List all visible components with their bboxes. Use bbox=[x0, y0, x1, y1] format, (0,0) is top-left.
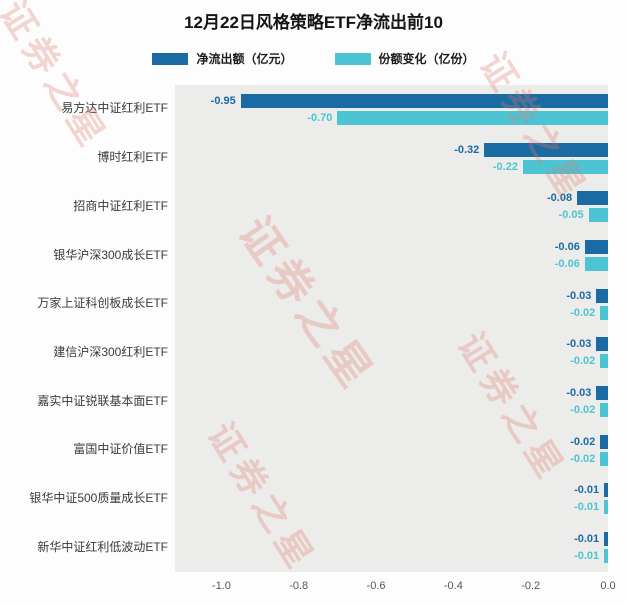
bar-line: -0.22 bbox=[175, 159, 608, 174]
bar-line: -0.01 bbox=[175, 500, 608, 515]
category-label: 银华沪深300成长ETF bbox=[53, 247, 168, 262]
bar-group: -0.02 -0.02 bbox=[175, 426, 608, 475]
bar-group: -0.03 -0.02 bbox=[175, 377, 608, 426]
bar-line: -0.32 bbox=[175, 142, 608, 157]
bar-line: -0.02 bbox=[175, 451, 608, 466]
bar-value-label: -0.06 bbox=[554, 257, 580, 270]
bar-value-label: -0.01 bbox=[574, 550, 600, 563]
bar-netflow bbox=[600, 434, 608, 449]
bar-line: -0.05 bbox=[175, 208, 608, 223]
bar-netflow bbox=[596, 386, 608, 401]
bar-netflow bbox=[584, 239, 608, 254]
bar-value-label: -0.05 bbox=[558, 209, 584, 222]
bar-line: -0.02 bbox=[175, 403, 608, 418]
bar-share-change bbox=[600, 403, 608, 418]
bar-value-label: -0.22 bbox=[492, 160, 518, 173]
bar-line: -0.08 bbox=[175, 191, 608, 206]
bar-share-change bbox=[584, 256, 608, 271]
bar-line: -0.06 bbox=[175, 239, 608, 254]
bar-line: -0.01 bbox=[175, 549, 608, 564]
bar-share-change bbox=[588, 208, 608, 223]
bar-group: -0.03 -0.02 bbox=[175, 329, 608, 378]
bar-line: -0.70 bbox=[175, 110, 608, 125]
bar-value-label: -0.01 bbox=[574, 501, 600, 514]
bar-share-change bbox=[604, 500, 608, 515]
bar-group: -0.01 -0.01 bbox=[175, 475, 608, 524]
category-label: 嘉实中证锐联基本面ETF bbox=[37, 393, 168, 408]
category-label: 易方达中证红利ETF bbox=[61, 101, 168, 116]
bar-netflow bbox=[596, 337, 608, 352]
bar-share-change bbox=[604, 549, 608, 564]
bar-netflow bbox=[577, 191, 608, 206]
bar-value-label: -0.01 bbox=[574, 484, 600, 497]
chart-legend: 净流出额（亿元） 份额变化（亿份） bbox=[0, 50, 627, 67]
category-label: 建信沪深300红利ETF bbox=[53, 344, 168, 359]
category-label: 博时红利ETF bbox=[97, 150, 168, 165]
bar-share-change bbox=[600, 354, 608, 369]
bar-group: -0.06 -0.06 bbox=[175, 231, 608, 280]
legend-item-share-change: 份额变化（亿份） bbox=[334, 50, 475, 67]
bar-value-label: -0.02 bbox=[570, 355, 596, 368]
category-label: 招商中证红利ETF bbox=[73, 198, 168, 213]
bar-share-change bbox=[600, 305, 608, 320]
bar-line: -0.02 bbox=[175, 434, 608, 449]
bar-share-change bbox=[600, 451, 608, 466]
x-axis: -1.0 -0.8 -0.6 -0.4 -0.2 0.0 bbox=[175, 580, 616, 598]
bar-value-label: -0.02 bbox=[570, 306, 596, 319]
x-tick-label: 0.0 bbox=[600, 580, 616, 592]
bar-value-label: -0.08 bbox=[547, 192, 573, 205]
legend-item-netflow: 净流出额（亿元） bbox=[152, 50, 293, 67]
bar-value-label: -0.02 bbox=[570, 452, 596, 465]
bar-line: -0.03 bbox=[175, 288, 608, 303]
bar-group: -0.03 -0.02 bbox=[175, 280, 608, 329]
legend-label-netflow: 净流出额（亿元） bbox=[196, 52, 293, 66]
bar-share-change bbox=[337, 110, 608, 125]
bar-value-label: -0.02 bbox=[570, 435, 596, 448]
category-label: 富国中证价值ETF bbox=[73, 442, 168, 457]
legend-swatch-share-change bbox=[334, 52, 371, 65]
bar-line: -0.95 bbox=[175, 93, 608, 108]
legend-label-share-change: 份额变化（亿份） bbox=[378, 52, 475, 66]
bar-value-label: -0.01 bbox=[574, 533, 600, 546]
bar-netflow bbox=[604, 483, 608, 498]
bar-group: -0.95 -0.70 bbox=[175, 85, 608, 134]
bar-group: -0.01 -0.01 bbox=[175, 523, 608, 572]
chart-title: 12月22日风格策略ETF净流出前10 bbox=[184, 13, 443, 32]
bar-line: -0.01 bbox=[175, 532, 608, 547]
bar-value-label: -0.95 bbox=[210, 94, 236, 107]
bar-line: -0.02 bbox=[175, 305, 608, 320]
x-tick-label: -0.2 bbox=[521, 580, 541, 592]
bar-value-label: -0.06 bbox=[554, 240, 580, 253]
bar-value-label: -0.03 bbox=[566, 387, 592, 400]
chart-body: 易方达中证红利ETF 博时红利ETF 招商中证红利ETF 银华沪深300成长ETF 万家… bbox=[8, 85, 608, 572]
category-label: 银华中证500质量成长ETF bbox=[29, 491, 168, 506]
bar-line: -0.03 bbox=[175, 386, 608, 401]
bar-value-label: -0.03 bbox=[566, 289, 592, 302]
bar-netflow bbox=[484, 142, 608, 157]
bar-group: -0.08 -0.05 bbox=[175, 182, 608, 231]
x-tick-label: -1.0 bbox=[211, 580, 231, 592]
bar-line: -0.02 bbox=[175, 354, 608, 369]
bar-line: -0.01 bbox=[175, 483, 608, 498]
bar-share-change bbox=[522, 159, 608, 174]
legend-swatch-netflow bbox=[152, 52, 189, 65]
bar-group: -0.32 -0.22 bbox=[175, 134, 608, 183]
bar-netflow bbox=[240, 93, 608, 108]
plot-area: -0.95 -0.70 -0.32 -0.22 -0.08 -0.05 -0.06 -0.06… bbox=[175, 85, 608, 572]
x-tick-label: -0.6 bbox=[366, 580, 386, 592]
bar-netflow bbox=[604, 532, 608, 547]
bar-line: -0.03 bbox=[175, 337, 608, 352]
x-tick-label: -0.8 bbox=[289, 580, 309, 592]
bar-line: -0.06 bbox=[175, 256, 608, 271]
bar-value-label: -0.32 bbox=[454, 143, 480, 156]
x-tick-label: -0.4 bbox=[443, 580, 463, 592]
category-column: 易方达中证红利ETF 博时红利ETF 招商中证红利ETF 银华沪深300成长ETF 万家… bbox=[8, 85, 175, 572]
bar-value-label: -0.02 bbox=[570, 404, 596, 417]
bar-value-label: -0.70 bbox=[307, 111, 333, 124]
bar-value-label: -0.03 bbox=[566, 338, 592, 351]
category-label: 万家上证科创板成长ETF bbox=[37, 296, 168, 311]
category-label: 新华中证红利低波动ETF bbox=[37, 539, 168, 554]
bar-netflow bbox=[596, 288, 608, 303]
